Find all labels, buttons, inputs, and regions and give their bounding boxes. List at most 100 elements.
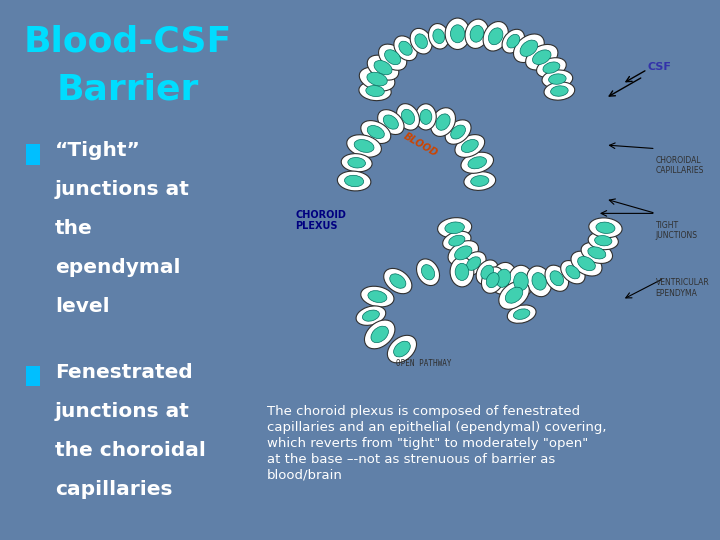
Ellipse shape (526, 44, 558, 70)
Ellipse shape (420, 110, 432, 124)
Ellipse shape (394, 36, 417, 60)
Ellipse shape (502, 29, 525, 53)
Ellipse shape (561, 260, 585, 284)
Ellipse shape (348, 158, 366, 168)
Ellipse shape (366, 85, 384, 97)
Ellipse shape (486, 273, 499, 288)
Ellipse shape (490, 262, 516, 294)
Ellipse shape (445, 18, 470, 50)
Ellipse shape (371, 326, 388, 343)
Ellipse shape (399, 41, 413, 55)
Text: CSF: CSF (647, 62, 671, 72)
Ellipse shape (448, 241, 479, 265)
Text: CHOROIDAL
CAPILLARIES: CHOROIDAL CAPILLARIES (656, 156, 704, 175)
Text: CHOROID
PLEXUS: CHOROID PLEXUS (295, 210, 346, 231)
Ellipse shape (471, 176, 489, 186)
Ellipse shape (361, 120, 391, 144)
Ellipse shape (588, 232, 618, 249)
Ellipse shape (445, 120, 471, 144)
Ellipse shape (542, 70, 572, 88)
Ellipse shape (543, 62, 560, 73)
Ellipse shape (507, 35, 520, 48)
Ellipse shape (374, 60, 392, 75)
Ellipse shape (347, 135, 382, 157)
Ellipse shape (356, 306, 386, 326)
Ellipse shape (397, 104, 420, 130)
Text: ependymal: ependymal (55, 258, 181, 277)
Ellipse shape (394, 341, 410, 357)
Ellipse shape (433, 29, 445, 44)
Text: Barrier: Barrier (57, 73, 199, 107)
Ellipse shape (455, 264, 469, 280)
Ellipse shape (359, 67, 395, 91)
Bar (26, 144, 40, 165)
Ellipse shape (362, 310, 379, 321)
Ellipse shape (520, 40, 538, 56)
Ellipse shape (513, 309, 530, 319)
Ellipse shape (367, 72, 387, 86)
Text: TIGHT
JUNCTIONS: TIGHT JUNCTIONS (656, 220, 698, 240)
Ellipse shape (595, 235, 612, 246)
Ellipse shape (367, 55, 399, 80)
Ellipse shape (508, 305, 536, 323)
Ellipse shape (544, 82, 575, 100)
Ellipse shape (505, 287, 523, 303)
Ellipse shape (367, 125, 384, 139)
Ellipse shape (428, 24, 449, 49)
Ellipse shape (462, 139, 478, 152)
Ellipse shape (483, 22, 508, 51)
Ellipse shape (482, 267, 504, 293)
Ellipse shape (476, 260, 498, 285)
Ellipse shape (513, 34, 544, 63)
Ellipse shape (566, 266, 580, 279)
Ellipse shape (450, 257, 474, 287)
Ellipse shape (526, 266, 552, 296)
Ellipse shape (571, 251, 602, 276)
Ellipse shape (468, 157, 487, 169)
Ellipse shape (415, 104, 436, 130)
Ellipse shape (461, 152, 493, 173)
Ellipse shape (508, 265, 534, 298)
Ellipse shape (589, 218, 622, 238)
Ellipse shape (438, 218, 472, 238)
Text: Fenestrated: Fenestrated (55, 363, 193, 382)
Ellipse shape (464, 172, 495, 191)
Ellipse shape (387, 335, 416, 363)
Ellipse shape (462, 252, 486, 275)
Ellipse shape (536, 58, 566, 78)
Ellipse shape (417, 259, 439, 286)
Ellipse shape (550, 271, 564, 286)
Text: junctions at: junctions at (55, 180, 190, 199)
Ellipse shape (421, 265, 435, 280)
Ellipse shape (364, 320, 395, 349)
Ellipse shape (361, 286, 394, 307)
Text: level: level (55, 297, 109, 316)
Text: Blood-CSF: Blood-CSF (24, 24, 232, 58)
Ellipse shape (359, 82, 391, 100)
Ellipse shape (368, 291, 387, 302)
Ellipse shape (384, 50, 401, 65)
Ellipse shape (449, 235, 465, 246)
Ellipse shape (390, 274, 406, 288)
Text: BLOOD: BLOOD (402, 131, 440, 159)
Ellipse shape (481, 265, 493, 279)
Text: VENTRICULAR
EPENDYMA: VENTRICULAR EPENDYMA (656, 278, 709, 298)
Ellipse shape (496, 269, 510, 287)
Ellipse shape (545, 265, 569, 292)
Text: capillaries: capillaries (55, 480, 173, 498)
Ellipse shape (341, 153, 372, 172)
Text: the: the (55, 219, 93, 238)
Ellipse shape (410, 29, 432, 54)
Ellipse shape (549, 74, 566, 84)
Ellipse shape (379, 44, 407, 70)
Text: The choroid plexus is composed of fenestrated
capillaries and an epithelial (epe: The choroid plexus is composed of fenest… (267, 405, 606, 482)
Ellipse shape (455, 134, 485, 157)
Ellipse shape (338, 171, 371, 191)
Ellipse shape (577, 256, 595, 271)
Ellipse shape (513, 272, 528, 291)
Ellipse shape (354, 139, 374, 152)
Ellipse shape (533, 50, 551, 64)
Text: OPEN PATHWAY: OPEN PATHWAY (396, 359, 451, 368)
Ellipse shape (488, 28, 503, 45)
Ellipse shape (451, 125, 466, 139)
